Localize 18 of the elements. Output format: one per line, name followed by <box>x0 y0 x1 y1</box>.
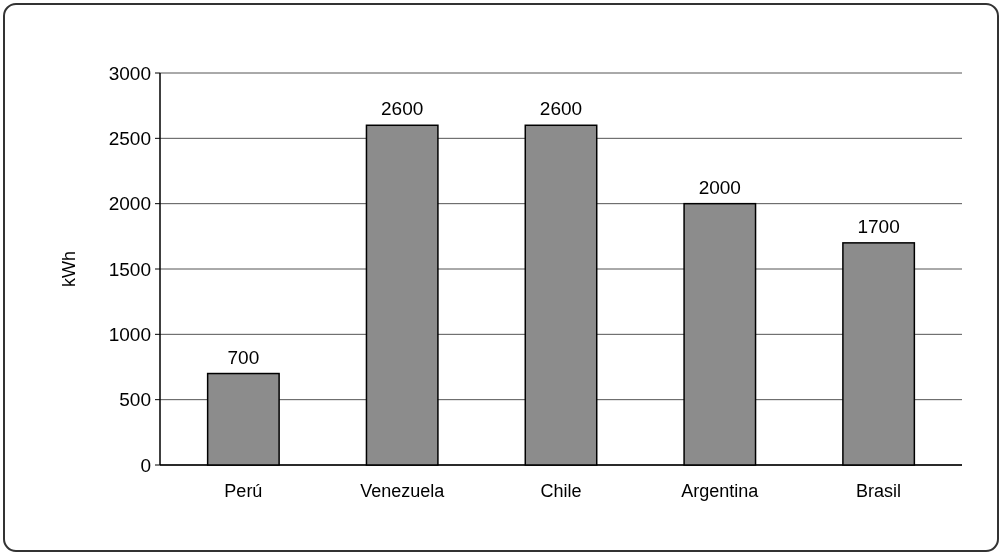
data-label: 2000 <box>698 176 741 198</box>
x-tick-label: Chile <box>540 481 582 501</box>
y-tick-label: 0 <box>140 454 151 476</box>
y-tick-label: 500 <box>119 389 151 411</box>
x-tick-label: Perú <box>224 481 263 501</box>
y-tick-label: 3000 <box>108 62 151 84</box>
x-tick-label: Venezuela <box>360 481 446 501</box>
y-tick-label: 2000 <box>108 193 151 215</box>
y-tick-label: 1500 <box>108 258 151 280</box>
y-tick-label: 1000 <box>108 323 151 345</box>
x-tick-label: Brasil <box>856 481 902 501</box>
data-label: 2600 <box>381 98 424 120</box>
y-tick-label: 2500 <box>108 127 151 149</box>
y-axis-title: kWh <box>59 251 79 287</box>
data-label: 700 <box>227 346 260 368</box>
x-tick-label: Argentina <box>681 481 760 501</box>
data-label: 2600 <box>539 98 583 120</box>
data-label: 1700 <box>857 215 900 237</box>
